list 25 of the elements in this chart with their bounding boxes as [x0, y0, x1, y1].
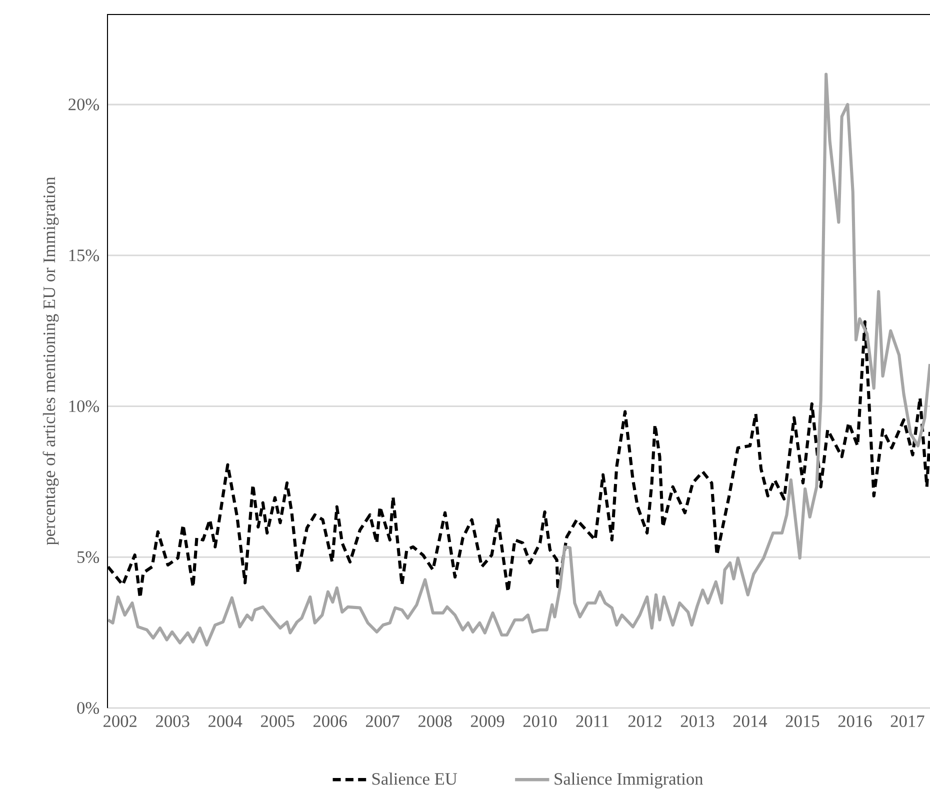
x-tick-label: 2004	[208, 715, 242, 728]
legend-label: Salience Immigration	[554, 772, 704, 788]
x-tick-label: 2016	[838, 715, 872, 728]
x-tick-label: 2005	[261, 715, 294, 728]
y-tick-label: 5%	[78, 551, 100, 564]
legend-label: Salience EU	[372, 772, 458, 785]
y-tick-label: 0%	[77, 702, 100, 714]
x-tick-label: 2003	[156, 715, 190, 728]
x-tick-label: 2009	[470, 715, 504, 728]
line-series	[107, 72, 930, 646]
x-tick-label: 2006	[313, 715, 347, 728]
x-tick-label: 2013	[680, 715, 714, 728]
y-tick-label: 20%	[68, 98, 100, 110]
x-tick-label: 2012	[628, 715, 662, 728]
x-tick-label: 2008	[418, 715, 452, 728]
y-tick-label: 10%	[69, 400, 100, 412]
x-tick-label: 2010	[523, 715, 557, 728]
x-tick-label: 2007	[366, 715, 400, 728]
x-tick-label: 2002	[104, 715, 137, 728]
y-axis-title: percentage of articles mentioning EU or Immigration	[42, 176, 59, 546]
y-tick-label: 15%	[69, 250, 100, 262]
x-tick-label: 2017	[890, 715, 924, 728]
x-tick-label: 2015	[786, 715, 820, 728]
x-tick-label: 2014	[733, 715, 768, 728]
x-tick-label: 2011	[576, 715, 608, 728]
